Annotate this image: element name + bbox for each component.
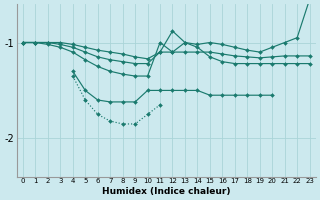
X-axis label: Humidex (Indice chaleur): Humidex (Indice chaleur) bbox=[102, 187, 230, 196]
